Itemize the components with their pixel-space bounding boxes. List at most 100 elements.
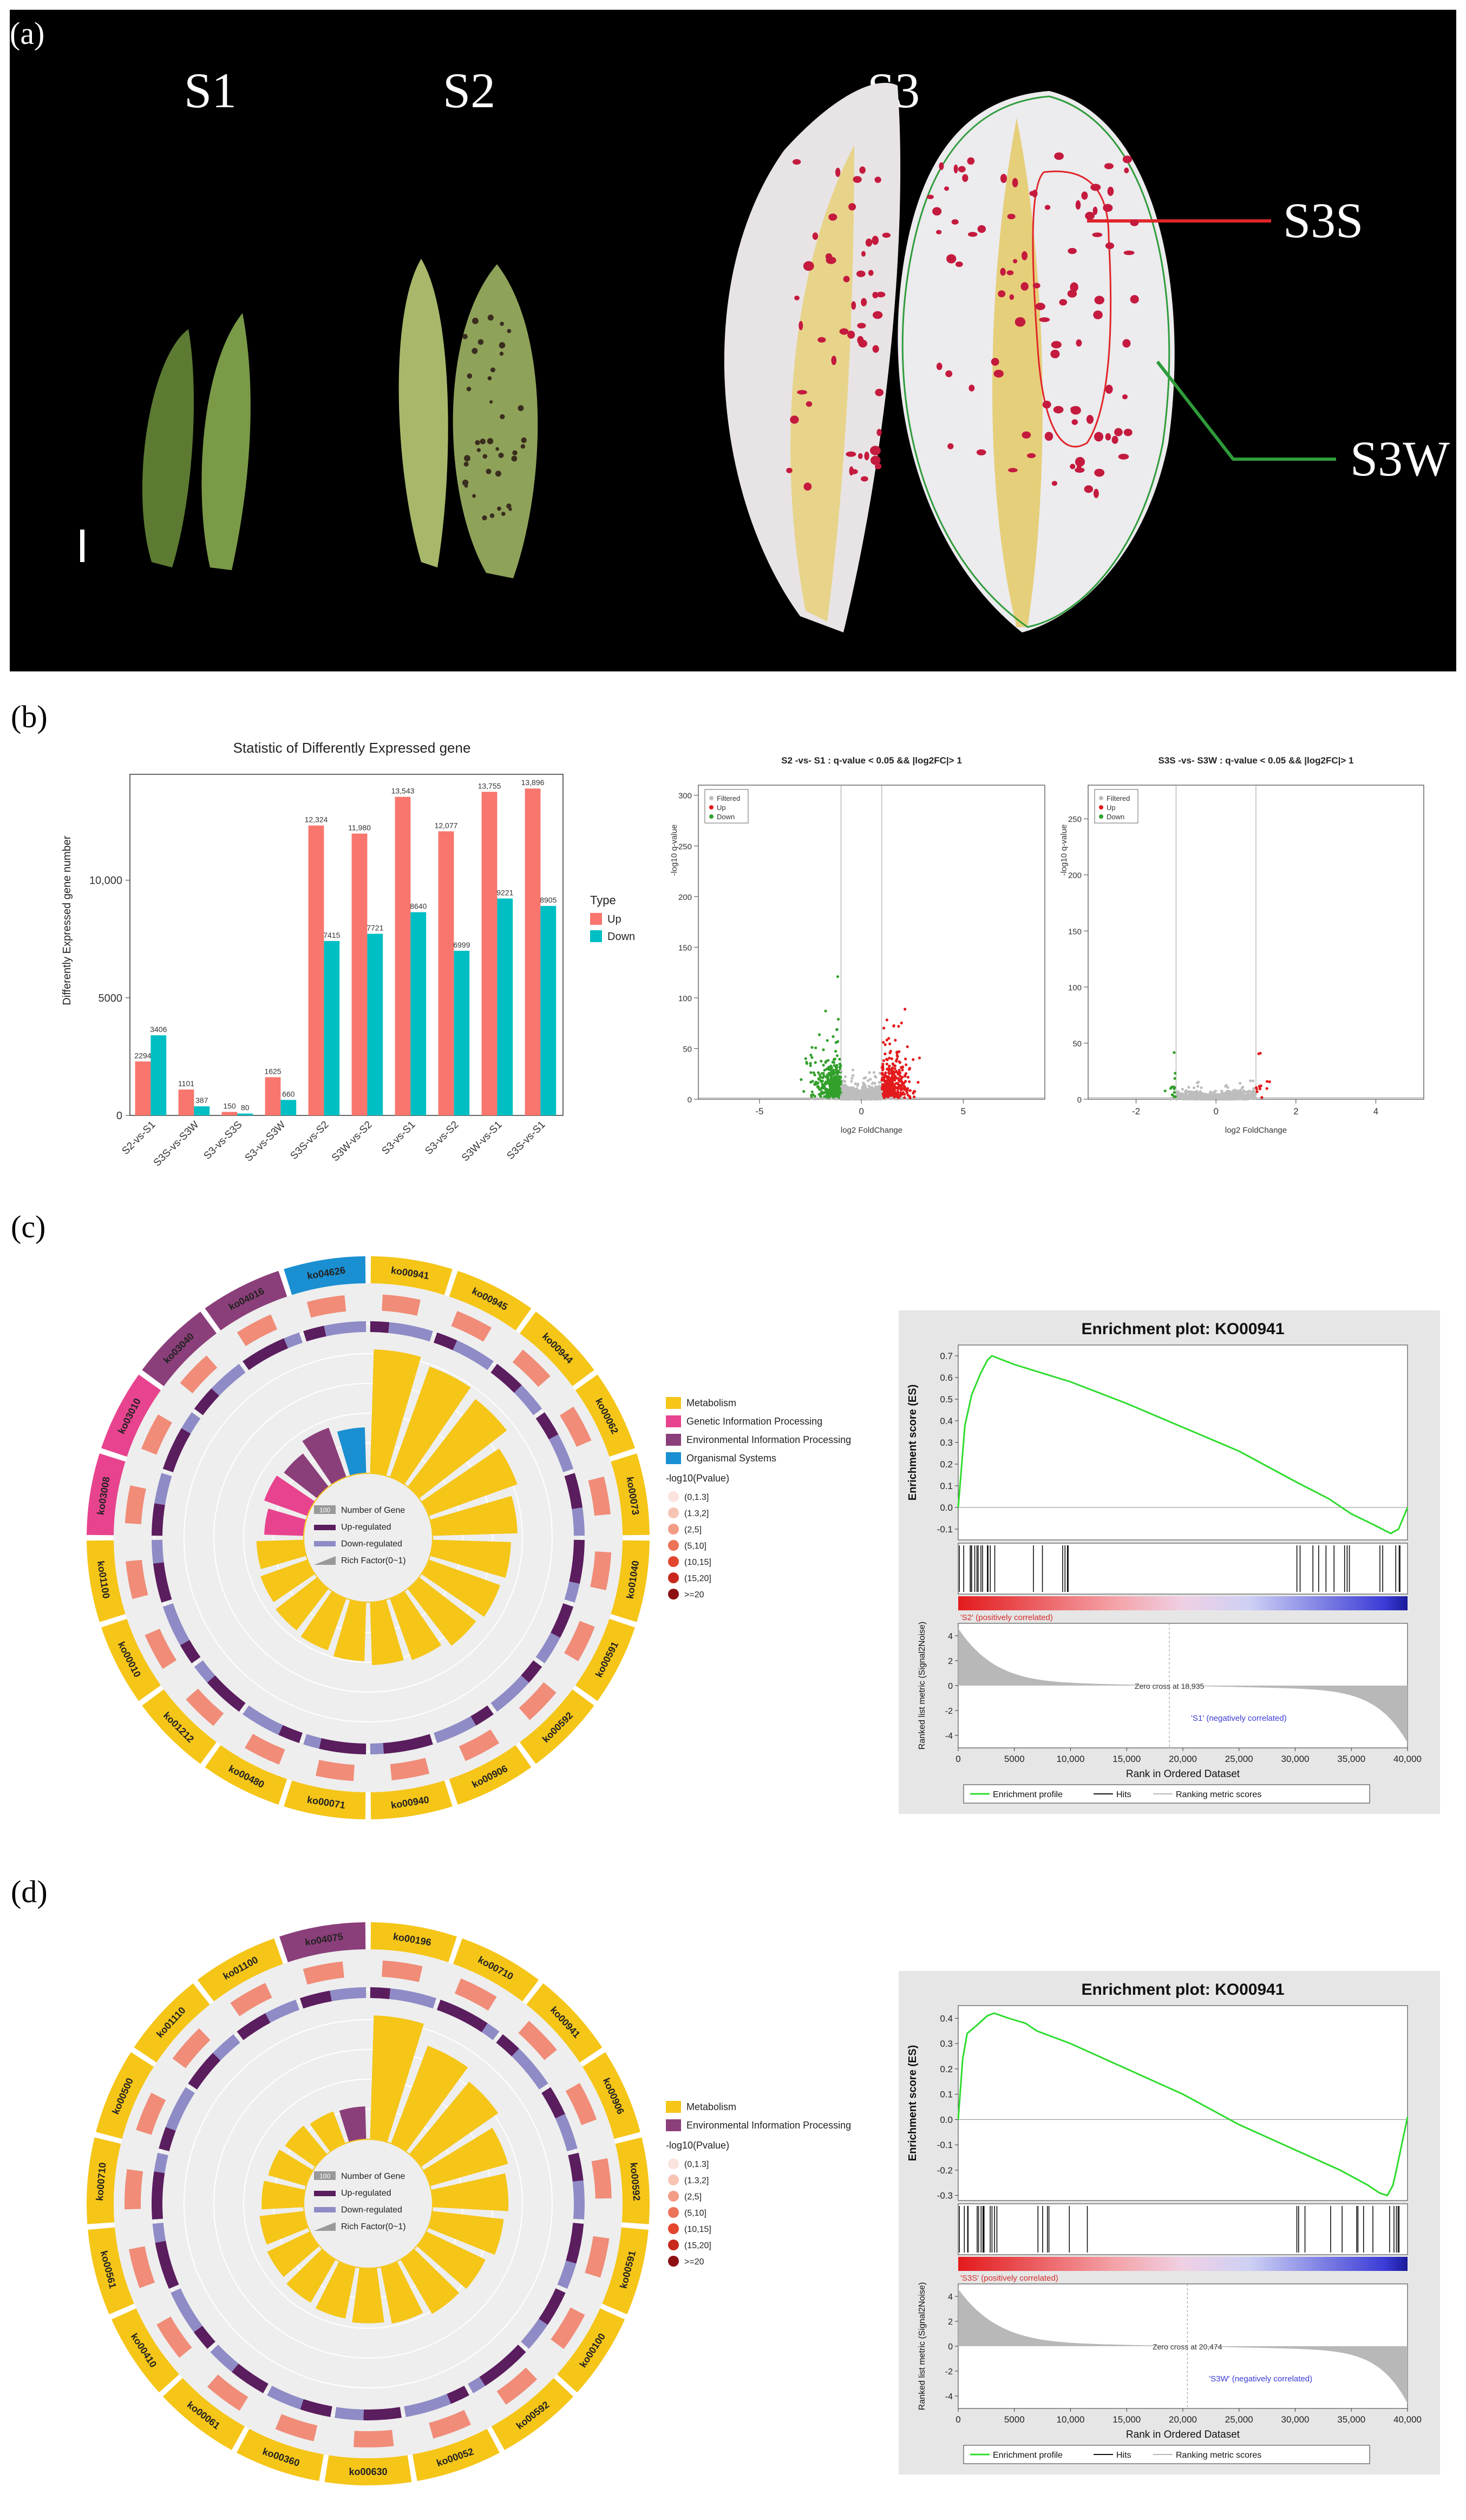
petal-spot xyxy=(872,311,883,319)
volcano-point xyxy=(820,1060,823,1063)
gsea-es-label: Enrichment score (ES) xyxy=(907,2045,919,2162)
volcano-xlabel: log2 FoldChange xyxy=(1225,1126,1287,1135)
volcano-point xyxy=(1236,1097,1240,1101)
volcano-point xyxy=(912,1058,915,1061)
petal-spot xyxy=(962,174,968,182)
petal-spot xyxy=(1000,174,1007,183)
petal-spot xyxy=(868,270,874,276)
petal-spot xyxy=(497,506,501,511)
volcano-point xyxy=(840,1096,843,1099)
volcano-point xyxy=(819,1094,822,1098)
circos-up-arc xyxy=(470,1705,494,1726)
volcano-point xyxy=(828,1090,832,1093)
volcano-point xyxy=(819,1097,822,1100)
circos-pvalue-bar xyxy=(459,1729,500,1761)
volcano-point xyxy=(904,1072,908,1075)
circos-pvalue-bar xyxy=(172,2028,211,2068)
volcano-point xyxy=(824,1009,827,1013)
petal-spot xyxy=(477,339,484,345)
volcano-point xyxy=(1181,1088,1184,1091)
volcano-ytick-label: 0 xyxy=(688,1095,692,1105)
volcano-point xyxy=(866,1095,869,1099)
petal-spot xyxy=(797,390,807,395)
petal-spot xyxy=(882,232,891,238)
legend-pvalue-dot xyxy=(668,2223,679,2234)
deg-bar-chart: Statistic of Differently Expressed gene … xyxy=(61,740,635,1168)
circos-down-arc xyxy=(324,1321,366,1336)
petal-spot xyxy=(500,322,504,326)
petal-spot xyxy=(1130,295,1139,304)
legend-pvalue-label: >=20 xyxy=(684,2257,704,2267)
petal-spot xyxy=(1124,167,1129,174)
circos-pvalue-bar xyxy=(303,1961,344,1985)
volcano-point xyxy=(1232,1089,1235,1093)
circos-rich-factor-bar xyxy=(284,1453,329,1498)
volcano-point xyxy=(878,1072,881,1075)
circos-plot-c: ko00941ko00945ko00944ko00062ko00073ko010… xyxy=(87,1256,650,1819)
circos-pvalue-bar xyxy=(382,1960,423,1982)
bar-value-label: 9221 xyxy=(496,888,513,897)
volcano-point xyxy=(854,1082,857,1086)
volcano-point xyxy=(894,1059,898,1062)
volcano-legend-dot xyxy=(1099,814,1103,819)
circos-pvalue-bar xyxy=(551,2307,585,2349)
circos-ko-segment xyxy=(602,2227,649,2315)
gsea-x-tick-label: 25,000 xyxy=(1225,2414,1253,2425)
volcano-point xyxy=(886,1095,890,1099)
gsea-es-area xyxy=(958,2005,1408,2201)
volcano-point xyxy=(809,1054,813,1057)
volcano-point xyxy=(839,1076,842,1079)
bar-down xyxy=(324,941,340,1115)
gsea-es-tick-label: 0.3 xyxy=(940,2039,953,2049)
volcano-point xyxy=(829,1078,832,1081)
circos-down-arc xyxy=(284,1332,303,1348)
bar-legend-up-swatch xyxy=(590,913,602,925)
gsea-x-tick-label: 25,000 xyxy=(1225,1754,1253,1764)
petal-spot xyxy=(967,157,975,165)
circos-pvalue-bar xyxy=(354,2430,394,2447)
petal-spot xyxy=(1122,394,1128,400)
bar-down xyxy=(540,906,557,1115)
circos-pvalue-bar xyxy=(230,1983,272,2016)
petal-spot xyxy=(872,291,879,298)
volcano-point xyxy=(898,1061,902,1064)
volcano-point xyxy=(1260,1096,1264,1099)
circos-pvalue-bar xyxy=(565,2082,597,2125)
circos-up-arc xyxy=(363,2407,402,2420)
volcano-point xyxy=(888,1042,892,1046)
petal-spot xyxy=(1075,456,1085,467)
petal-spot xyxy=(993,369,1004,378)
petal-spot xyxy=(958,166,966,173)
circos-ko-segment xyxy=(142,1689,217,1764)
volcano-point xyxy=(833,1072,836,1075)
volcano-point xyxy=(868,1095,872,1098)
volcano-point xyxy=(850,1091,853,1094)
legend-pvalue-dot xyxy=(668,2175,679,2185)
circos-ko-label: ko00630 xyxy=(349,2466,387,2477)
circos-rich-factor-bar xyxy=(276,1577,329,1630)
gsea-metric-tick-label: 4 xyxy=(948,2293,953,2302)
volcano-point xyxy=(860,1094,863,1097)
volcano-point xyxy=(882,1096,886,1099)
volcano-point xyxy=(823,1095,826,1098)
petal-spot xyxy=(1021,251,1028,260)
petal-spot xyxy=(1094,468,1105,477)
petal-spot xyxy=(812,232,819,240)
petal-spot xyxy=(462,479,469,486)
volcano-point xyxy=(812,1071,815,1074)
volcano-point xyxy=(836,1040,840,1043)
gsea-x-tick-label: 5000 xyxy=(1004,1754,1025,1764)
bar-value-label: 13,755 xyxy=(478,781,501,790)
volcano-point xyxy=(848,1093,851,1096)
gsea-neg-label: 'S3W' (negatively correlated) xyxy=(1209,2374,1312,2384)
bar-down xyxy=(410,912,427,1115)
volcano-point xyxy=(884,1093,887,1097)
legend-pvalue-label: (0,1.3] xyxy=(684,1493,709,1502)
stage-label-s1: S1 xyxy=(184,63,237,118)
petal-spot xyxy=(817,337,826,343)
petal-spot xyxy=(977,225,986,233)
volcano-legend-dot xyxy=(709,814,714,819)
volcano-point xyxy=(832,1078,835,1081)
volcano-point xyxy=(896,1073,900,1076)
circos-ko-segment xyxy=(453,1938,539,2002)
